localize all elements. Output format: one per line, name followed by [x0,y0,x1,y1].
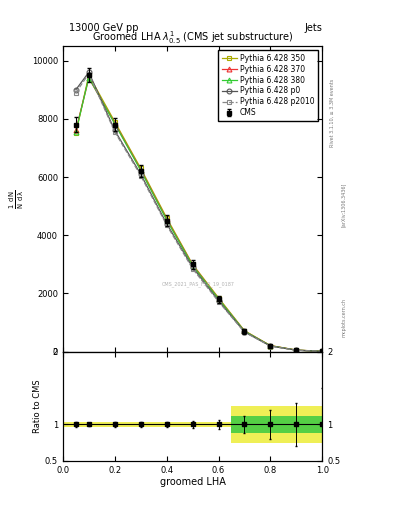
Pythia 6.428 370 [190,262,195,268]
Pythia 6.428 p0 [164,221,169,227]
Text: CMS_2021_PAS_FSQ_19_0187: CMS_2021_PAS_FSQ_19_0187 [161,282,234,287]
Pythia 6.428 350 [73,131,78,137]
Pythia 6.428 350 [294,347,299,353]
Pythia 6.428 p0 [320,348,325,354]
Line: Pythia 6.428 p0: Pythia 6.428 p0 [73,70,325,354]
Pythia 6.428 p0 [86,69,91,75]
Pythia 6.428 380 [320,348,325,354]
Pythia 6.428 380 [164,217,169,223]
Pythia 6.428 350 [216,295,221,301]
Title: Groomed LHA $\lambda^{1}_{0.5}$ (CMS jet substructure): Groomed LHA $\lambda^{1}_{0.5}$ (CMS jet… [92,29,293,46]
Pythia 6.428 370 [73,127,78,134]
Pythia 6.428 370 [242,328,247,334]
Pythia 6.428 370 [112,120,117,126]
Pythia 6.428 370 [268,343,273,349]
Pythia 6.428 p2010 [112,129,117,135]
Pythia 6.428 370 [86,75,91,81]
Pythia 6.428 p0 [112,127,117,134]
Pythia 6.428 350 [164,215,169,221]
X-axis label: groomed LHA: groomed LHA [160,477,226,487]
Text: Rivet 3.1.10, ≥ 3.3M events: Rivet 3.1.10, ≥ 3.3M events [330,78,334,147]
Text: Jets: Jets [305,23,322,33]
Pythia 6.428 350 [138,165,143,172]
Pythia 6.428 p2010 [216,298,221,305]
Pythia 6.428 350 [268,343,273,349]
Pythia 6.428 p0 [216,297,221,304]
Pythia 6.428 350 [242,328,247,334]
Pythia 6.428 p2010 [242,329,247,335]
Pythia 6.428 p2010 [138,173,143,179]
Legend: Pythia 6.428 350, Pythia 6.428 370, Pythia 6.428 380, Pythia 6.428 p0, Pythia 6.: Pythia 6.428 350, Pythia 6.428 370, Pyth… [218,50,318,121]
Line: Pythia 6.428 350: Pythia 6.428 350 [73,73,325,354]
Pythia 6.428 380 [86,74,91,80]
Pythia 6.428 p2010 [294,347,299,353]
Pythia 6.428 p0 [242,329,247,335]
Pythia 6.428 380 [242,328,247,334]
Pythia 6.428 350 [320,348,325,354]
Pythia 6.428 p2010 [164,222,169,228]
Pythia 6.428 380 [112,121,117,127]
Pythia 6.428 380 [216,296,221,302]
Pythia 6.428 p0 [268,343,273,349]
Pythia 6.428 p2010 [86,71,91,77]
Line: Pythia 6.428 p2010: Pythia 6.428 p2010 [73,71,325,354]
Text: mcplots.cern.ch: mcplots.cern.ch [342,298,346,337]
Pythia 6.428 p0 [294,347,299,353]
Pythia 6.428 350 [112,119,117,125]
Pythia 6.428 350 [190,261,195,267]
Pythia 6.428 380 [138,167,143,174]
Pythia 6.428 370 [216,295,221,302]
Pythia 6.428 380 [190,263,195,269]
Pythia 6.428 380 [268,343,273,349]
Pythia 6.428 p2010 [73,90,78,96]
Pythia 6.428 350 [86,72,91,78]
Pythia 6.428 p2010 [190,266,195,272]
Pythia 6.428 370 [294,347,299,353]
Y-axis label: $\mathrm{\frac{1}{N}\,\frac{dN}{d\lambda}}$: $\mathrm{\frac{1}{N}\,\frac{dN}{d\lambda… [8,189,26,208]
Line: Pythia 6.428 370: Pythia 6.428 370 [73,76,325,354]
Pythia 6.428 380 [294,347,299,353]
Pythia 6.428 p0 [190,264,195,270]
Y-axis label: Ratio to CMS: Ratio to CMS [33,379,42,433]
Text: 13000 GeV pp: 13000 GeV pp [69,23,138,33]
Pythia 6.428 p0 [138,171,143,177]
Pythia 6.428 370 [164,216,169,222]
Pythia 6.428 380 [73,129,78,135]
Pythia 6.428 p0 [73,87,78,93]
Pythia 6.428 370 [138,167,143,173]
Text: [arXiv:1306.3436]: [arXiv:1306.3436] [342,183,346,227]
Pythia 6.428 370 [320,348,325,354]
Pythia 6.428 p2010 [320,348,325,354]
Line: Pythia 6.428 380: Pythia 6.428 380 [73,75,325,354]
Pythia 6.428 p2010 [268,343,273,349]
